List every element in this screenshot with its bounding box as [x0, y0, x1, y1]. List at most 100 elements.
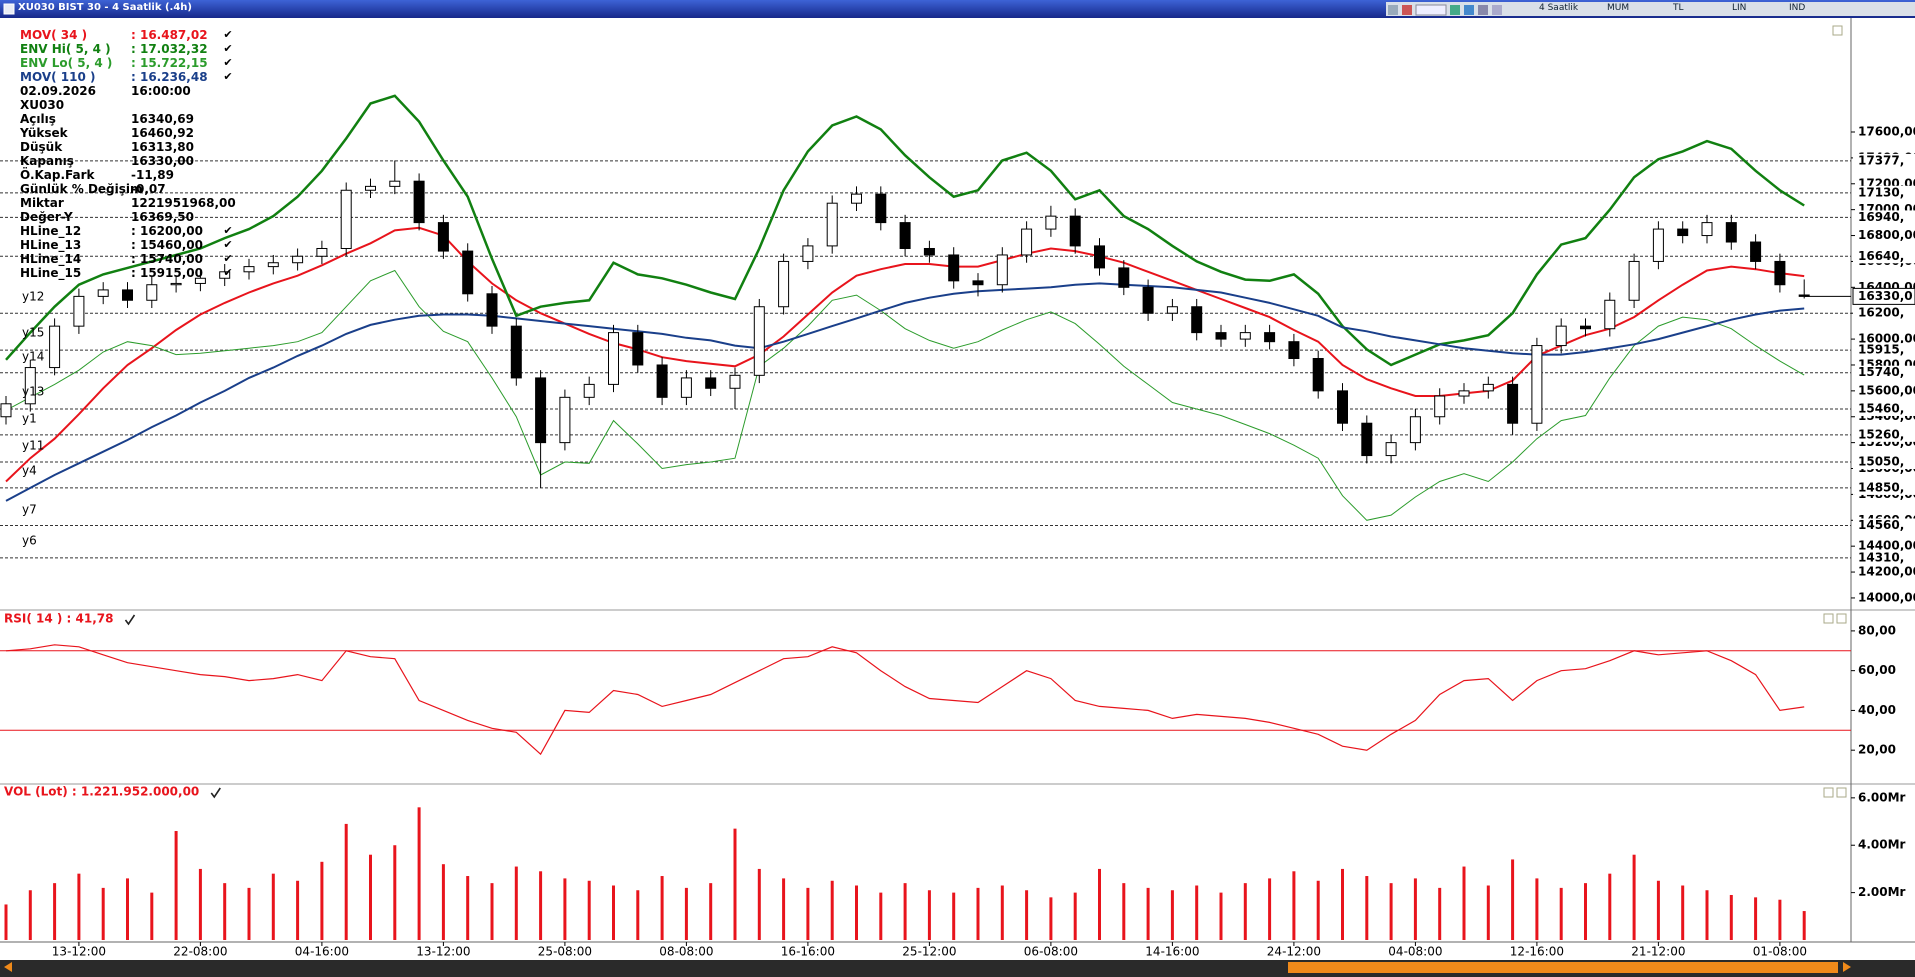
candle-body — [1337, 390, 1348, 424]
volume-bar — [1049, 897, 1053, 940]
volume-bar — [417, 807, 421, 940]
info-row: Günlük % Değişim -0,07 — [20, 182, 236, 196]
volume-bar — [879, 892, 883, 940]
volume-bar — [28, 890, 32, 940]
candle-body — [24, 367, 36, 405]
toolbar — [1386, 2, 1915, 16]
scroll-left[interactable] — [4, 962, 12, 972]
hline-label: 15460, — [1858, 401, 1904, 415]
panel-button[interactable] — [1836, 613, 1847, 624]
info-label: HLine_12 — [20, 224, 82, 238]
volume-bar — [53, 883, 57, 940]
panel-button[interactable] — [1836, 787, 1847, 798]
toolbar-button[interactable]: MUM — [1607, 3, 1630, 13]
volume-bar — [1438, 887, 1442, 940]
hline-label: 14310, — [1858, 550, 1904, 564]
volume-bar — [150, 892, 154, 940]
info-row: Değer-Y 16369,50 — [20, 210, 236, 224]
hline-label-bg — [1853, 550, 1915, 565]
volume-bar — [1146, 887, 1150, 940]
info-row: HLine_12: 16200,00 ✔ — [20, 224, 236, 238]
volume-bar — [1535, 878, 1539, 940]
candle-body — [972, 280, 984, 286]
info-label: 02.09.2026 — [20, 84, 96, 98]
last-price-label: 16330,0 — [1858, 289, 1913, 303]
chart-background — [0, 18, 1915, 960]
volume-bar — [903, 883, 907, 940]
volume-bar — [1486, 885, 1490, 940]
panel-button[interactable] — [1832, 25, 1843, 36]
candle-body — [1191, 306, 1203, 334]
candle-body — [462, 250, 474, 295]
volume-bar — [1000, 885, 1004, 940]
check-mark: ✔ — [223, 252, 233, 265]
info-row: Miktar 1221951968,00 — [20, 196, 236, 210]
candle-body — [413, 180, 425, 224]
candle-body — [1434, 395, 1446, 418]
scrollbar-thumb[interactable] — [1288, 962, 1838, 973]
volume-bar — [198, 868, 202, 940]
candle-body — [1045, 215, 1057, 230]
candle-body — [583, 383, 595, 398]
x-tick-label: 21-12:00 — [1631, 945, 1685, 959]
info-label: Değer-Y — [20, 210, 73, 224]
candle-body — [851, 193, 862, 204]
panel-button[interactable] — [1823, 787, 1834, 798]
y-tick-label: 4.00Mr — [1858, 838, 1906, 852]
candle-body — [1312, 358, 1324, 392]
hline-label-bg — [1853, 210, 1915, 225]
info-row: HLine_13: 15460,00 ✔ — [20, 238, 236, 252]
info-row: HLine_15: 15915,00 ✔ — [20, 266, 236, 280]
y-tick-label: 17600,00 — [1858, 125, 1915, 139]
volume-bar — [1073, 892, 1077, 940]
info-value: -0,07 — [131, 182, 166, 196]
volume-bar — [1316, 880, 1320, 940]
candle-body — [97, 289, 109, 297]
info-value: -11,89 — [131, 168, 174, 182]
volume-bar — [1802, 911, 1806, 940]
hline-label: 14850, — [1858, 480, 1904, 494]
toolbar-icons[interactable] — [1386, 3, 1536, 17]
info-panel: MOV( 34 ): 16.487,02 ✔ ENV Hi( 5, 4 ): 17.… — [20, 28, 236, 280]
candle-body — [267, 262, 279, 268]
y-tick-label: 6.00Mr — [1858, 790, 1906, 804]
volume-bar — [612, 885, 615, 940]
volume-bar — [636, 890, 640, 940]
candle-body — [0, 403, 12, 418]
toolbar-button[interactable]: TL — [1673, 3, 1684, 13]
candle-body — [1507, 383, 1519, 424]
toolbar-button[interactable]: IND — [1789, 3, 1806, 13]
candle-body — [73, 295, 85, 327]
info-label: Miktar — [20, 196, 64, 210]
info-row: Düşük 16313,80 — [20, 140, 236, 154]
hline-label-bg — [1853, 455, 1915, 470]
info-value: 16340,69 — [131, 112, 195, 126]
hline-label-bg — [1853, 480, 1915, 495]
line-label: y12 — [22, 290, 44, 304]
scroll-right[interactable] — [1843, 962, 1851, 972]
x-tick-label: 12-16:00 — [1510, 945, 1564, 959]
candle-body — [559, 396, 571, 444]
toolbar-button[interactable]: LIN — [1732, 3, 1747, 13]
candle-body — [1094, 245, 1105, 269]
volume-bar — [539, 871, 543, 940]
candle-body — [1725, 222, 1737, 243]
info-value: 16369,50 — [131, 210, 195, 224]
check-mark: ✔ — [223, 42, 233, 55]
y-tick-label: 15600,00 — [1858, 383, 1915, 397]
line-label: y14 — [22, 350, 44, 364]
x-tick-label: 16-16:00 — [781, 945, 835, 959]
candle-body — [1652, 228, 1664, 262]
volume-bar — [126, 878, 129, 940]
toolbar-button[interactable]: 4 Saatlik — [1539, 3, 1579, 13]
candle-body — [1701, 222, 1713, 237]
candle-body — [923, 247, 935, 256]
volume-bar — [1341, 868, 1344, 940]
volume-bar — [1778, 899, 1782, 940]
volume-bar — [830, 880, 834, 940]
line-label: y15 — [22, 326, 44, 340]
check-mark: ✔ — [223, 70, 233, 83]
volume-bar — [296, 880, 300, 940]
candle-body — [1142, 286, 1154, 314]
panel-button[interactable] — [1823, 613, 1834, 624]
